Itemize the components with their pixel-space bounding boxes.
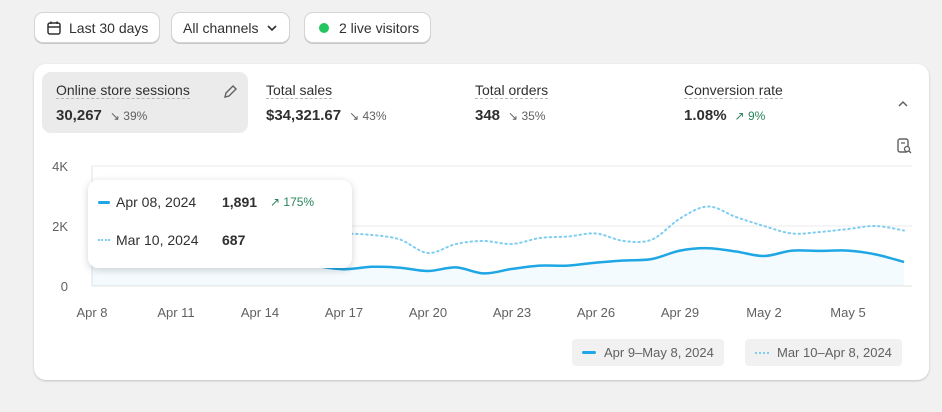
- chevron-down-icon: [266, 24, 277, 31]
- x-tick-label: Apr 26: [577, 305, 615, 320]
- tooltip-current-date: Apr 08, 2024: [116, 194, 197, 210]
- legend-previous-label: Mar 10–Apr 8, 2024: [777, 345, 892, 360]
- solid-line-icon: [98, 200, 110, 204]
- pencil-icon[interactable]: [222, 84, 238, 100]
- solid-line-icon: [582, 351, 596, 354]
- metric-value: 1.08%: [684, 107, 727, 124]
- analytics-card: Online store sessions 30,267 ↘ 39% Total …: [34, 64, 929, 380]
- date-range-label: Last 30 days: [69, 19, 149, 36]
- legend-current[interactable]: Apr 9–May 8, 2024: [572, 339, 724, 366]
- arrow-up-right-icon: ↗: [734, 108, 745, 123]
- channels-dropdown[interactable]: All channels: [171, 12, 290, 43]
- x-tick-label: May 5: [830, 305, 865, 320]
- x-tick-label: Apr 29: [661, 305, 699, 320]
- arrow-down-right-icon: ↘: [349, 108, 360, 123]
- metric-label: Total sales: [266, 82, 333, 99]
- y-tick-label: 0: [61, 279, 68, 294]
- tooltip-current-row: Apr 08, 2024 1,891 ↗ 175%: [98, 194, 314, 210]
- chart-tooltip: Apr 08, 2024 1,891 ↗ 175% Mar 10, 2024 6…: [88, 180, 352, 268]
- tooltip-previous-row: Mar 10, 2024 687: [98, 232, 245, 248]
- dotted-line-icon: [755, 351, 769, 354]
- x-tick-label: Apr 14: [241, 305, 279, 320]
- legend-current-label: Apr 9–May 8, 2024: [604, 345, 714, 360]
- metric-conversion[interactable]: Conversion rate 1.08% ↗ 9%: [670, 72, 870, 133]
- legend-previous[interactable]: Mar 10–Apr 8, 2024: [745, 339, 902, 366]
- metric-value: 348: [475, 107, 501, 124]
- y-tick-label: 4K: [52, 159, 68, 174]
- arrow-down-right-icon: ↘: [109, 108, 120, 123]
- x-tick-label: Apr 17: [325, 305, 363, 320]
- x-tick-label: Apr 11: [157, 305, 194, 320]
- tooltip-current-value: 1,891: [222, 194, 258, 210]
- metric-delta: ↘ 43%: [349, 108, 387, 123]
- tooltip-previous-value: 687: [222, 232, 246, 248]
- metric-delta: ↘ 39%: [109, 108, 148, 123]
- arrow-down-right-icon: ↘: [508, 108, 519, 123]
- live-visitors-button[interactable]: 2 live visitors: [304, 12, 432, 43]
- metric-delta: ↗ 9%: [734, 108, 766, 123]
- calendar-icon: [47, 21, 61, 35]
- x-tick-label: May 2: [746, 305, 781, 320]
- channels-label: All channels: [183, 19, 259, 36]
- x-tick-label: Apr 23: [493, 305, 531, 320]
- metric-value: 30,267: [56, 107, 102, 124]
- metric-label: Conversion rate: [684, 82, 783, 99]
- live-visitors-label: 2 live visitors: [339, 19, 420, 36]
- metric-orders[interactable]: Total orders 348 ↘ 35%: [461, 72, 661, 133]
- live-dot-icon: [319, 22, 329, 33]
- x-tick-label: Apr 8: [76, 305, 107, 320]
- x-tick-label: Apr 20: [409, 305, 447, 320]
- collapse-chevron-icon[interactable]: [896, 97, 910, 111]
- metric-delta: ↘ 35%: [508, 108, 546, 123]
- metric-value: $34,321.67: [266, 107, 342, 124]
- arrow-up-right-icon: ↗: [270, 195, 281, 209]
- metric-label: Total orders: [475, 82, 549, 99]
- date-range-button[interactable]: Last 30 days: [34, 12, 161, 43]
- chart-inspect-icon[interactable]: [895, 137, 913, 155]
- metric-sales[interactable]: Total sales $34,321.67 ↘ 43%: [252, 72, 452, 133]
- metric-sessions[interactable]: Online store sessions 30,267 ↘ 39%: [42, 72, 248, 133]
- current-series-area: [92, 229, 904, 286]
- dotted-line-icon: [98, 239, 110, 241]
- tooltip-previous-date: Mar 10, 2024: [116, 232, 199, 248]
- y-tick-label: 2K: [52, 219, 68, 234]
- metric-label: Online store sessions: [56, 82, 190, 99]
- tooltip-change: ↗ 175%: [270, 195, 315, 209]
